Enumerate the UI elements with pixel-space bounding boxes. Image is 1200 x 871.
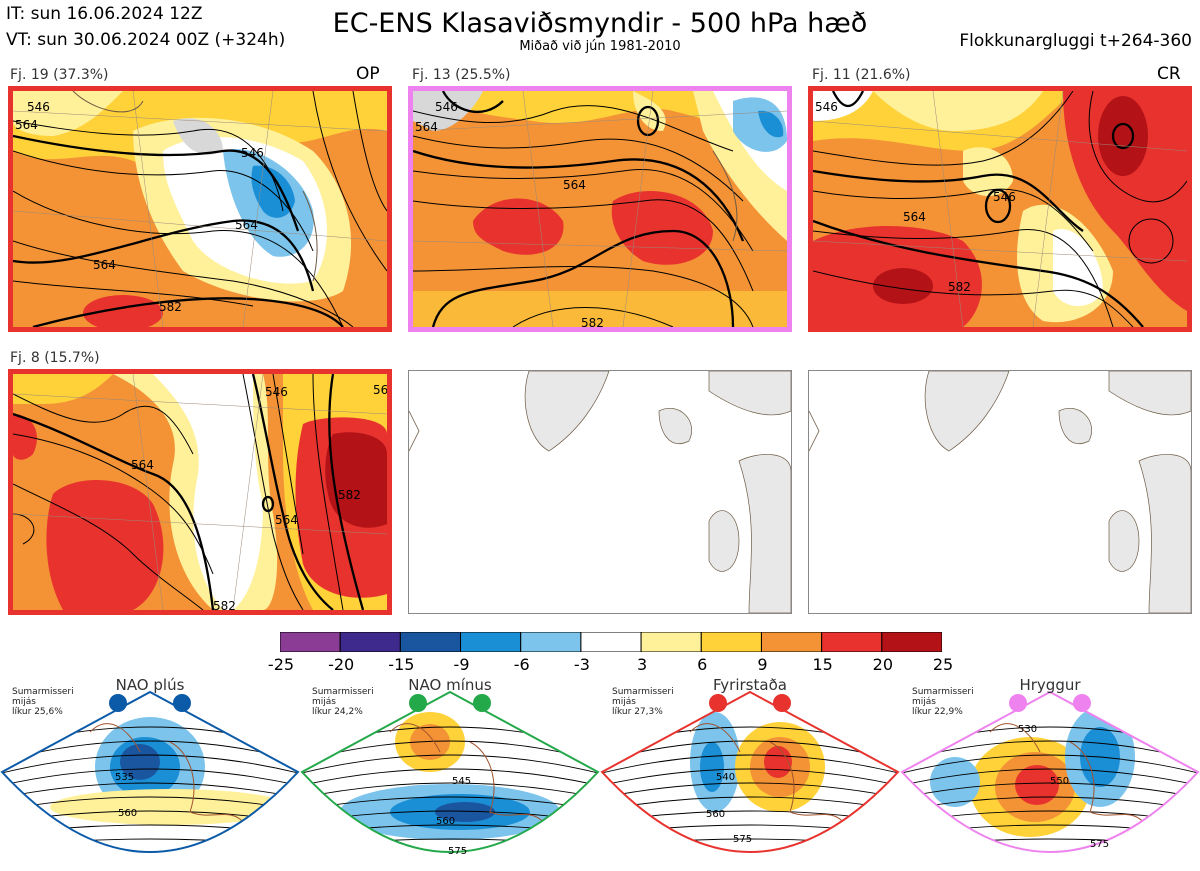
page-subtitle: Miðað við jún 1981-2010 [519,39,681,54]
regime-contour-label: 540 [716,772,735,783]
contour-label: 546 [265,385,288,399]
colorbar [280,632,942,652]
colorbar-swatch [760,632,823,652]
regime-map-2: 545 560 575 [300,690,600,857]
regime-title: NAO plús [115,676,185,694]
colorbar-tick: -9 [453,655,470,674]
regime-contour-label: 545 [452,776,471,787]
panel-3-tag: CR [1157,64,1181,84]
colorbar-swatch [460,632,522,652]
colorbar-tick: 9 [757,655,768,674]
regime-title: Fyrirstaða [713,676,787,694]
empty-map-1 [408,370,792,614]
colorbar-tick: 25 [932,655,954,674]
regime-marker [173,694,191,712]
colorbar-swatch [399,632,462,652]
contour-label: 564 [235,218,258,232]
colorbar-tick: 20 [872,655,893,674]
regime-description: Sumarmisseri mijás líkur 24,2% [312,687,374,717]
classification-window: Flokkunargluggi t+264-360 [959,31,1192,51]
empty-map-2 [808,370,1192,614]
contour-label: 564 [15,118,38,132]
regime-contour-label: 560 [436,816,455,827]
regime-marker [709,694,727,712]
colorbar-swatch [821,632,883,652]
cluster-map-3: 546 564 582 546 [808,86,1192,332]
regime-contour-label: 575 [448,846,467,857]
regime-title: Hryggur [1019,676,1081,694]
colorbar-tick: -15 [388,655,415,674]
contour-label: 564 [131,458,154,472]
contour-label: 546 [241,146,264,160]
contour-label: 582 [213,599,236,610]
colorbar-tick: 6 [697,655,708,674]
panel-3-label: Fj. 11 (21.6%) [812,67,911,83]
cluster-map-4: 546 564 564 582 582 564 [8,369,392,615]
regime-contour-label: 560 [118,808,137,819]
contour-label: 546 [815,100,838,114]
colorbar-tick: -3 [573,655,590,674]
regime-contour-label: 575 [733,834,752,845]
colorbar-tick: -20 [328,655,355,674]
regime-contour-label: 550 [1050,776,1069,787]
regime-marker [1009,694,1027,712]
valid-time: VT: sun 30.06.2024 00Z (+324h) [6,30,286,50]
contour-label: 546 [27,100,50,114]
colorbar-swatch [640,632,702,652]
colorbar-swatch [339,632,401,652]
regime-marker [1073,694,1091,712]
contour-label: 564 [415,120,438,134]
regime-description: Sumarmisseri mijás líkur 27,3% [612,687,674,717]
panel-1-label: Fj. 19 (37.3%) [10,67,109,83]
regime-map-3: 540 560 575 [600,690,900,853]
regime-title: NAO mínus [408,676,492,694]
regime-map-1: 535 560 [0,690,300,853]
regime-contour-label: 535 [115,772,134,783]
contour-label: 546 [993,190,1016,204]
cluster-map-1: 546 564 564 582 564 546 [8,86,392,332]
colorbar-swatch [280,632,341,652]
regime-contour-label: 560 [706,809,725,820]
contour-label: 564 [275,513,298,527]
colorbar-tick: 3 [636,655,648,674]
cluster-map-2: 546 564 564 582 [408,86,792,332]
contour-label: 564 [93,258,116,272]
contour-label: 582 [338,488,361,502]
colorbar-tick: 15 [812,655,833,674]
panel-1-tag: OP [356,64,380,84]
contour-label: 564 [563,178,586,192]
regime-map-4: 530 550 575 [900,690,1200,853]
colorbar-tick: -25 [267,655,295,674]
colorbar-swatch [700,632,762,652]
regime-contour-label: 530 [1018,724,1037,735]
panel-4-label: Fj. 8 (15.7%) [10,350,100,366]
regime-description: Sumarmisseri mijás líkur 25,6% [12,687,74,717]
regime-marker [109,694,127,712]
colorbar-swatch [881,632,942,652]
regime-description: Sumarmisseri mijás líkur 22,9% [912,687,974,717]
regime-marker [473,694,491,712]
page-title: EC-ENS Klasaviðsmyndir - 500 hPa hæð [332,8,868,39]
colorbar-tick: -6 [513,655,530,674]
contour-label: 546 [435,100,458,114]
contour-label: 582 [581,316,604,327]
colorbar-swatch [580,632,642,652]
colorbar-swatch [520,632,582,652]
contour-label: 564 [373,383,387,397]
regime-marker [409,694,427,712]
regime-marker [773,694,791,712]
initial-time: IT: sun 16.06.2024 12Z [6,4,203,24]
contour-label: 582 [159,300,182,314]
contour-label: 564 [903,210,926,224]
contour-label: 582 [948,280,971,294]
regime-contour-label: 575 [1090,839,1109,850]
panel-2-label: Fj. 13 (25.5%) [412,67,511,83]
